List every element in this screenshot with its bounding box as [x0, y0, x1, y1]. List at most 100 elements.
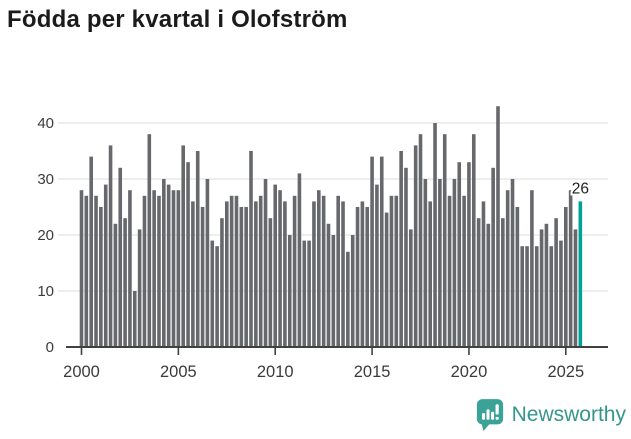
bar	[181, 145, 185, 347]
bar	[317, 190, 321, 347]
bar	[428, 201, 432, 347]
y-tick-label: 10	[37, 283, 54, 300]
bar	[94, 195, 98, 347]
bar	[331, 235, 336, 347]
bar	[573, 229, 578, 347]
brand-name: Newsworthy	[511, 403, 626, 426]
bar	[520, 246, 525, 347]
x-tick-label: 2010	[257, 363, 294, 381]
bar	[321, 195, 326, 347]
bar	[195, 151, 200, 347]
bar	[278, 190, 282, 347]
x-tick-label: 2020	[451, 363, 488, 381]
bar	[394, 195, 399, 347]
bar-chart-svg: 0 10 20 30 40 2000 2005 2010 2015 2020 2025 26	[37, 106, 608, 381]
x-tick-label: 2015	[354, 363, 391, 381]
bar	[389, 195, 394, 347]
bar	[171, 190, 176, 347]
bar	[307, 240, 311, 347]
bar	[258, 195, 263, 347]
bar	[162, 179, 166, 347]
bar	[137, 229, 142, 347]
bar	[544, 223, 549, 347]
bar	[273, 184, 278, 347]
y-tick-label: 40	[37, 115, 54, 132]
bar	[118, 167, 123, 347]
y-tick-label: 0	[46, 339, 54, 356]
bar	[418, 134, 423, 347]
bar	[539, 229, 544, 347]
bar	[447, 195, 452, 347]
bar	[409, 229, 413, 347]
bar	[166, 184, 171, 347]
y-tick-label: 30	[37, 171, 54, 188]
bar	[375, 184, 379, 347]
y-tick-label: 20	[37, 227, 54, 244]
bar	[404, 167, 408, 347]
chart-title: Födda per kvartal i Olofström	[7, 6, 348, 33]
x-tick-label: 2025	[547, 363, 584, 381]
bar	[530, 190, 534, 347]
bar	[103, 184, 108, 347]
bar	[481, 201, 486, 347]
bar	[215, 246, 219, 347]
bar	[491, 167, 495, 347]
newsworthy-logo-icon	[476, 399, 503, 431]
bar	[336, 195, 340, 347]
bar	[157, 195, 161, 347]
bar	[564, 207, 568, 347]
bar	[505, 190, 510, 347]
bar	[229, 195, 234, 347]
bar	[292, 195, 297, 347]
bar	[467, 162, 471, 347]
bar	[99, 207, 103, 347]
bar	[268, 218, 273, 347]
bar	[142, 195, 147, 347]
bar	[379, 156, 384, 347]
bar	[132, 291, 137, 347]
bar	[302, 240, 307, 347]
bar	[501, 218, 505, 347]
bar	[186, 162, 190, 347]
bar	[113, 223, 118, 347]
bar	[89, 156, 93, 347]
brand-footer: Newsworthy	[475, 397, 626, 433]
bar	[457, 162, 462, 347]
bar	[568, 190, 573, 347]
bar	[515, 207, 520, 347]
bar	[205, 179, 210, 347]
bar	[496, 106, 500, 347]
bar	[486, 223, 491, 347]
bar	[147, 134, 152, 347]
highlight-value-label: 26	[572, 180, 589, 197]
bar	[346, 251, 350, 347]
bar	[254, 201, 258, 347]
bar	[399, 151, 403, 347]
bar	[326, 223, 331, 347]
bar	[191, 201, 195, 347]
bar	[525, 246, 529, 347]
bar-chart: 0 10 20 30 40 2000 2005 2010 2015 2020 2025 26	[37, 106, 608, 381]
bar	[79, 190, 84, 347]
bar	[350, 235, 355, 347]
bar	[365, 207, 370, 347]
bar	[123, 218, 127, 347]
bar	[244, 207, 248, 347]
bar	[152, 190, 156, 347]
highlighted-bar	[578, 201, 583, 347]
x-tick-label: 2000	[63, 363, 100, 381]
bar	[312, 201, 316, 347]
bar	[559, 240, 563, 347]
bar	[234, 195, 239, 347]
bar	[476, 218, 481, 347]
bar	[554, 218, 558, 347]
bar	[510, 179, 515, 347]
bar	[287, 235, 292, 347]
bar	[423, 179, 428, 347]
bar	[360, 201, 365, 347]
bar	[384, 212, 389, 347]
bar	[224, 201, 229, 347]
bar	[433, 123, 437, 347]
bar	[108, 145, 113, 347]
